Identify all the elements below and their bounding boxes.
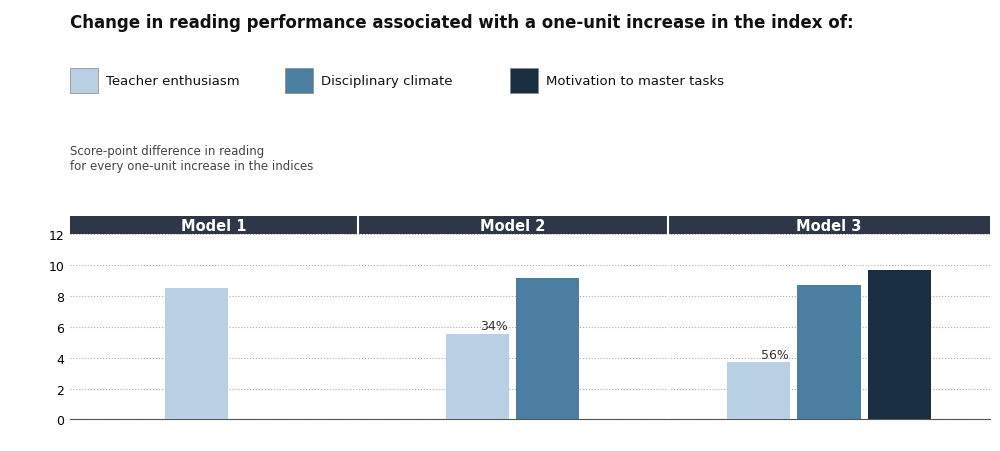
Text: Score-point difference in reading
for every one-unit increase in the indices: Score-point difference in reading for ev… — [70, 144, 313, 172]
Text: 56%: 56% — [761, 348, 789, 361]
Text: Model 2: Model 2 — [480, 218, 545, 233]
Bar — [516, 279, 579, 419]
Text: 34%: 34% — [480, 320, 508, 332]
Bar — [727, 363, 790, 419]
Text: Change in reading performance associated with a one-unit increase in the index o: Change in reading performance associated… — [70, 14, 854, 32]
Bar — [868, 270, 931, 419]
Bar — [797, 285, 861, 419]
Text: Model 1: Model 1 — [181, 218, 246, 233]
Bar — [446, 334, 509, 419]
Text: Teacher enthusiasm: Teacher enthusiasm — [106, 75, 240, 87]
Text: Motivation to master tasks: Motivation to master tasks — [546, 75, 724, 87]
Text: Disciplinary climate: Disciplinary climate — [321, 75, 453, 87]
Bar — [165, 289, 228, 419]
Bar — [70, 216, 990, 235]
Text: Model 3: Model 3 — [796, 218, 862, 233]
